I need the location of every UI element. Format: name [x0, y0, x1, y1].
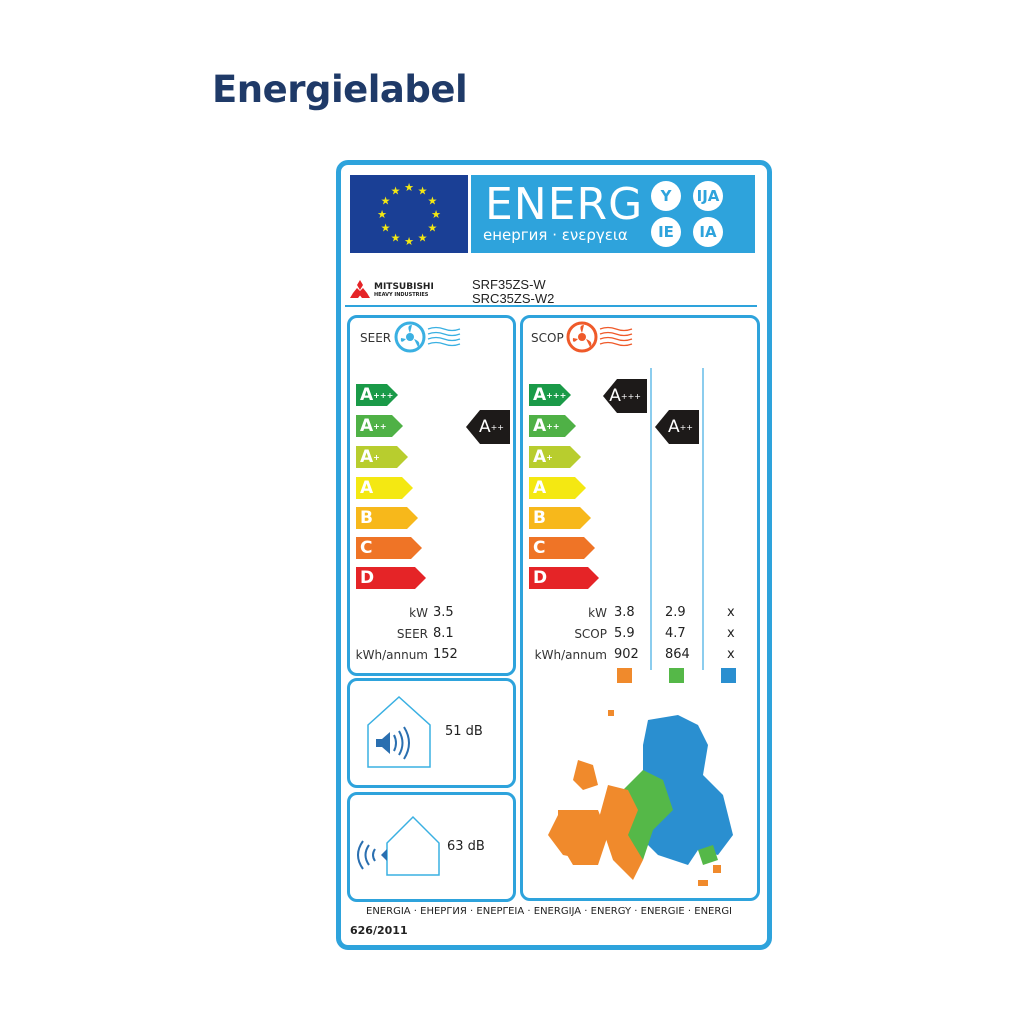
- star-icon: ★: [391, 231, 401, 244]
- energ-text: ENERG: [485, 179, 644, 230]
- seer-row-key: SEER: [396, 627, 428, 641]
- seer-row-key: kW: [409, 606, 428, 620]
- star-icon: ★: [418, 185, 428, 198]
- column-divider: [650, 368, 652, 670]
- scop-class-bar: B: [529, 507, 591, 529]
- indoor-noise-panel: [347, 678, 516, 788]
- seer-row-value: 8.1: [433, 626, 454, 641]
- star-icon: ★: [418, 231, 428, 244]
- star-icon: ★: [431, 208, 441, 221]
- suffix-ie: IE: [651, 217, 681, 247]
- scop-value: 864: [665, 647, 690, 662]
- scop-class-bar: A +: [529, 446, 581, 468]
- scop-class-bar: A ++: [529, 415, 576, 437]
- eu-flag-icon: ★ ★ ★ ★ ★ ★ ★ ★ ★ ★ ★ ★: [350, 175, 468, 253]
- star-icon: ★: [391, 185, 401, 198]
- seer-class-bar: A: [356, 477, 413, 499]
- climate-zone-swatch: [669, 668, 684, 683]
- scop-class-bar: A +++: [529, 384, 571, 406]
- indoor-speaker-icon: [367, 695, 431, 768]
- europe-climate-map: [548, 710, 733, 886]
- scop-value: x: [727, 647, 735, 662]
- scop-value: 4.7: [665, 626, 686, 641]
- seer-class-bar: B: [356, 507, 418, 529]
- outdoor-model: SRC35ZS-W2: [472, 291, 555, 306]
- scop-row-key: kW: [588, 606, 607, 620]
- star-icon: ★: [404, 181, 414, 194]
- climate-zone-swatch: [721, 668, 736, 683]
- divider: [345, 305, 757, 307]
- scop-label: SCOP: [531, 331, 564, 345]
- seer-class-bar: C: [356, 537, 422, 559]
- outdoor-noise-panel: [347, 792, 516, 902]
- seer-class-bar: A ++: [356, 415, 403, 437]
- mitsubishi-logo: MITSUBISHI HEAVY INDUSTRIES: [350, 280, 434, 302]
- star-icon: ★: [381, 222, 391, 235]
- cooling-fan-icon: [394, 321, 461, 353]
- seer-class-bar: D: [356, 567, 426, 589]
- page-title: Energielabel: [212, 68, 468, 111]
- footer-languages: ENERGIA · ЕНЕРГИЯ · ΕΝΕΡΓΕΙΑ · ENERGIJA …: [366, 906, 733, 917]
- energy-label-frame: [336, 160, 772, 950]
- scop-value: 2.9: [665, 605, 686, 620]
- scop-value: 3.8: [614, 605, 635, 620]
- heating-fan-icon: [566, 321, 633, 353]
- star-icon: ★: [404, 235, 414, 248]
- suffix-ia: IA: [693, 217, 723, 247]
- seer-row-value: 3.5: [433, 605, 454, 620]
- regulation-number: 626/2011: [350, 924, 408, 937]
- outdoor-speaker-icon: [357, 815, 440, 876]
- scop-panel: [520, 315, 760, 901]
- seer-class-bar: A +: [356, 446, 408, 468]
- seer-row-key: kWh/annum: [355, 648, 428, 662]
- seer-row-value: 152: [433, 647, 458, 662]
- star-icon: ★: [377, 208, 387, 221]
- scop-value: x: [727, 626, 735, 641]
- star-icon: ★: [427, 222, 437, 235]
- scop-class-bar: D: [529, 567, 599, 589]
- scop-value: 5.9: [614, 626, 635, 641]
- suffix-ija: IJA: [693, 181, 723, 211]
- star-icon: ★: [381, 195, 391, 208]
- star-icon: ★: [427, 195, 437, 208]
- energ-subtitle: енергия · ενεργεια: [483, 226, 628, 244]
- scop-class-bar: C: [529, 537, 595, 559]
- scop-class-bar: A: [529, 477, 586, 499]
- scop-value: x: [727, 605, 735, 620]
- energy-banner: ENERG енергия · ενεργεια Y IJA IE IA: [471, 175, 755, 253]
- climate-zone-swatch: [617, 668, 632, 683]
- indoor-model: SRF35ZS-W: [472, 277, 546, 292]
- outdoor-noise-value: 63 dB: [447, 839, 485, 854]
- seer-label: SEER: [360, 331, 392, 345]
- indoor-noise-value: 51 dB: [445, 724, 483, 739]
- scop-value: 902: [614, 647, 639, 662]
- column-divider: [702, 368, 704, 670]
- seer-panel: [347, 315, 516, 676]
- scop-row-key: kWh/annum: [534, 648, 607, 662]
- suffix-y: Y: [651, 181, 681, 211]
- seer-class-bar: A +++: [356, 384, 398, 406]
- scop-row-key: SCOP: [574, 627, 607, 641]
